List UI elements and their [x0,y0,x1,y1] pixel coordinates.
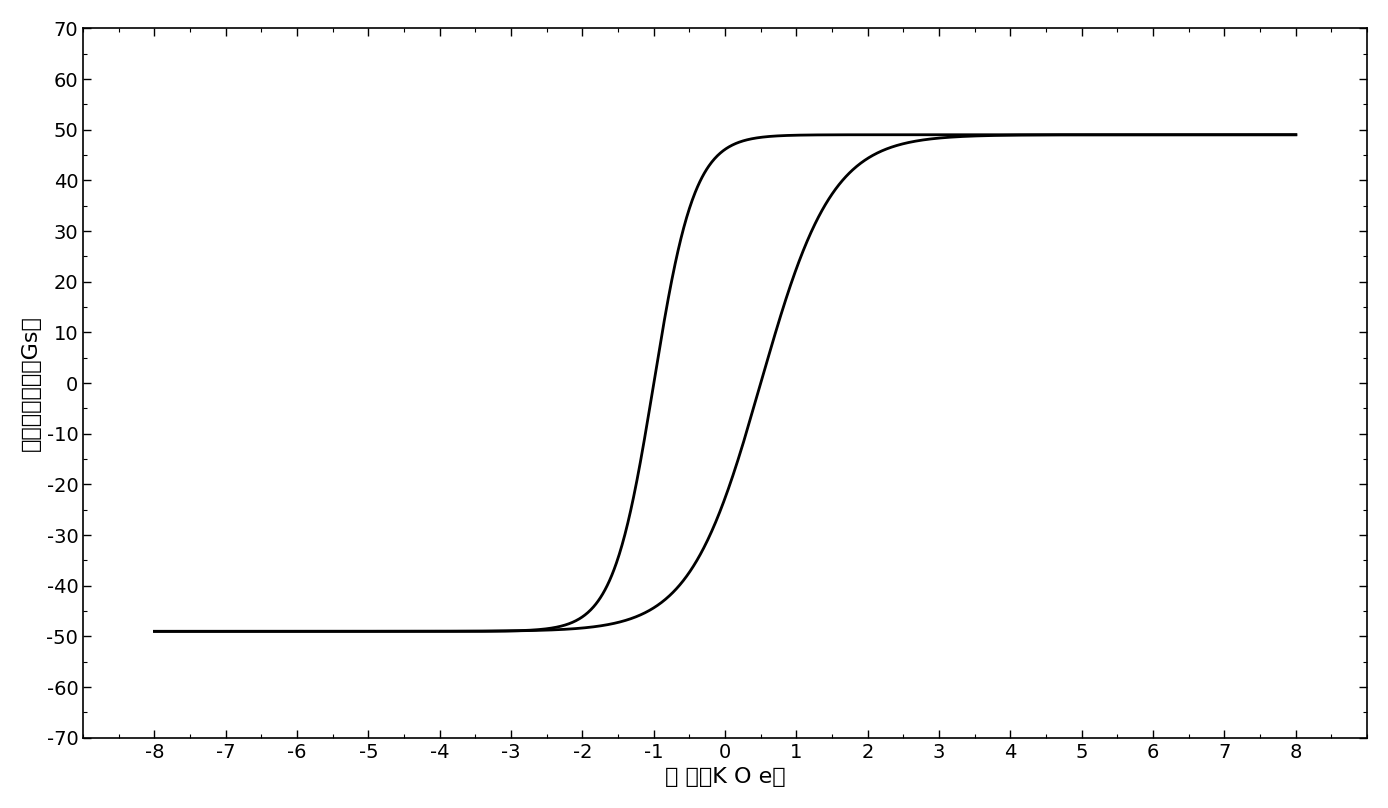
X-axis label: 磁 场（K O e）: 磁 场（K O e） [665,767,786,787]
Y-axis label: 剩余磁化强度（Gs）: 剩余磁化强度（Gs） [21,315,40,451]
